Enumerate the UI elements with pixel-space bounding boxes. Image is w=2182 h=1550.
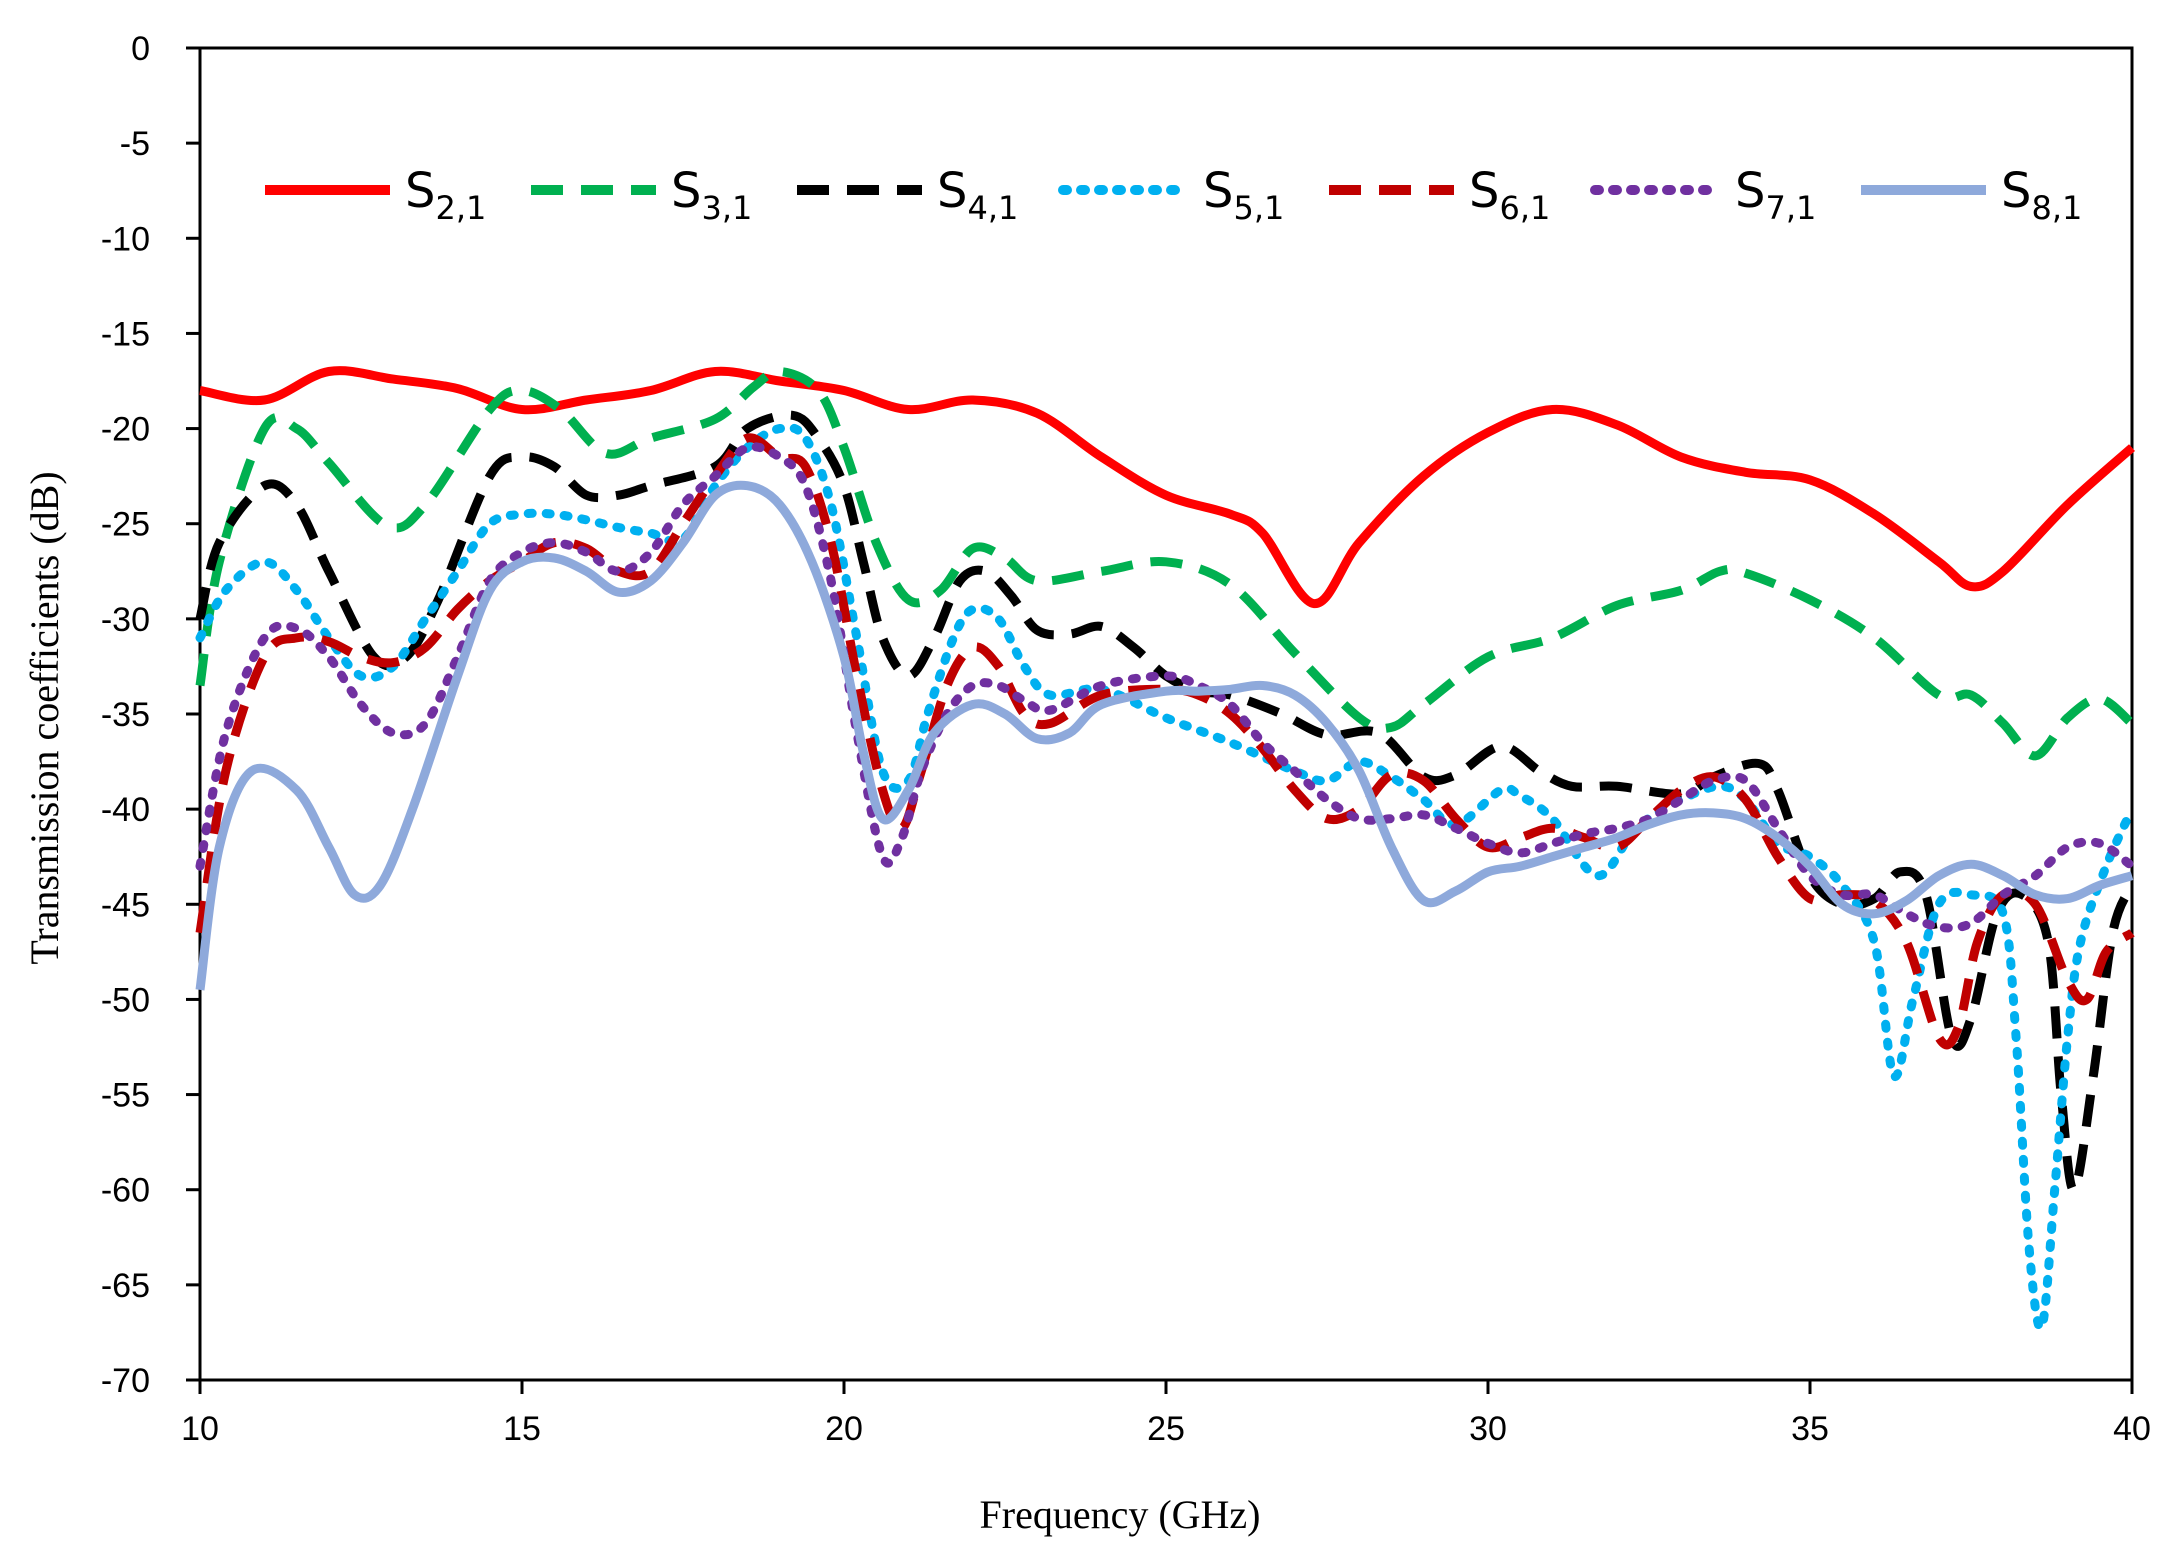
- y-tick-label: -60: [101, 1172, 150, 1210]
- y-axis-title: Transmission coefficients (dB): [22, 471, 67, 964]
- series-line-s4-1: [195, 410, 2137, 1195]
- legend-label: S4,1: [937, 163, 1018, 227]
- legend-label-subscript: 8,1: [2031, 189, 2082, 227]
- legend-label: S3,1: [671, 163, 752, 227]
- legend-label: S5,1: [1203, 163, 1284, 227]
- x-tick-label: 25: [1147, 1410, 1185, 1448]
- plot-border: [198, 46, 2134, 1382]
- series-line-s8-1: [195, 480, 2134, 991]
- y-tick-label: -30: [101, 601, 150, 639]
- x-axis-title: Frequency (GHz): [980, 1492, 1261, 1537]
- legend-label: S6,1: [1469, 163, 1550, 227]
- legend-label-main: S: [1735, 163, 1765, 219]
- x-tick-label: 15: [503, 1410, 541, 1448]
- legend-label-subscript: 4,1: [967, 189, 1018, 227]
- legend-label-subscript: 5,1: [1233, 189, 1284, 227]
- x-tick-label: 40: [2113, 1410, 2151, 1448]
- legend-label-main: S: [937, 163, 967, 219]
- y-tick-label: -70: [101, 1362, 150, 1400]
- legend-label-main: S: [671, 163, 701, 219]
- legend-label-subscript: 2,1: [435, 189, 486, 227]
- x-tick-label: 20: [825, 1410, 863, 1448]
- y-tick-label: -10: [101, 220, 150, 258]
- legend-label-main: S: [405, 163, 435, 219]
- plot-area: [198, 46, 2134, 1382]
- y-tick-label: -55: [101, 1077, 150, 1115]
- legend-label-subscript: 3,1: [701, 189, 752, 227]
- y-tick-label: -35: [101, 696, 150, 734]
- x-tick-label: 35: [1791, 1410, 1829, 1448]
- legend-label-main: S: [1469, 163, 1499, 219]
- series-line-s5-1: [195, 423, 2137, 1333]
- y-tick-label: -15: [101, 315, 150, 353]
- legend-label-main: S: [2001, 163, 2031, 219]
- y-tick-label: -65: [101, 1267, 150, 1305]
- legend-label: S2,1: [405, 163, 486, 227]
- series-line-s2-1: [199, 366, 2135, 609]
- y-axis-ticks: 0 -5 -10 -15 -20 -25 -30 -35 -40 -45 -50 -55 -60 -65 -…: [101, 30, 200, 1400]
- y-tick-label: -25: [101, 506, 150, 544]
- y-tick-label: -20: [101, 411, 150, 449]
- legend: S2,1 S3,1 S4,1 S5,1 S6,1 S7,1 S8,1: [265, 163, 2082, 227]
- series-line-s3-1: [195, 367, 2135, 761]
- y-tick-label: -45: [101, 886, 150, 924]
- x-axis-ticks: 10 15 20 25 30 35 40: [181, 1380, 2151, 1448]
- series-lines: [195, 366, 2137, 1333]
- legend-label-subscript: 7,1: [1765, 189, 1816, 227]
- series-line-s6-1: [195, 433, 2135, 1050]
- legend-label: S7,1: [1735, 163, 1816, 227]
- y-tick-label: -40: [101, 791, 150, 829]
- y-tick-label: 0: [131, 30, 150, 68]
- legend-label-subscript: 6,1: [1499, 189, 1550, 227]
- x-tick-label: 30: [1469, 1410, 1507, 1448]
- x-tick-label: 10: [181, 1410, 219, 1448]
- y-tick-label: -5: [120, 125, 150, 163]
- legend-label-main: S: [1203, 163, 1233, 219]
- y-tick-label: -50: [101, 981, 150, 1019]
- legend-label: S8,1: [2001, 163, 2082, 227]
